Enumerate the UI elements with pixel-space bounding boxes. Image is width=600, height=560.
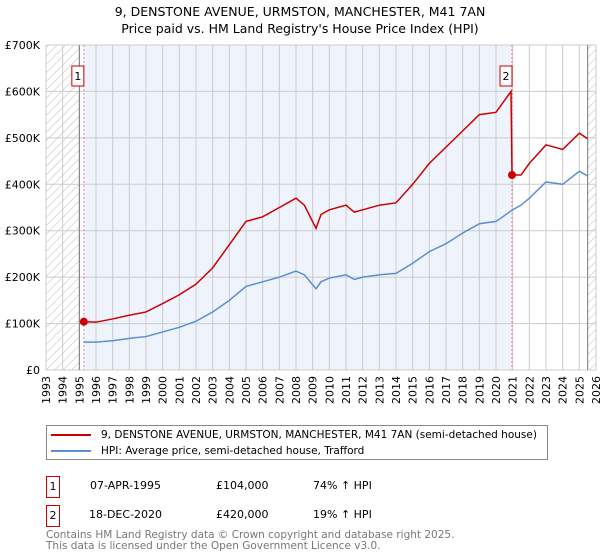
sale-point — [508, 171, 516, 179]
chart-subtitle: Price paid vs. HM Land Registry's House … — [121, 21, 479, 36]
x-tick-label: 2010 — [323, 376, 336, 404]
x-tick-label: 2026 — [590, 376, 600, 404]
y-tick-label: £100K — [5, 318, 41, 331]
chart-title: 9, DENSTONE AVENUE, URMSTON, MANCHESTER,… — [114, 4, 486, 19]
y-tick-label: £0 — [26, 364, 40, 377]
sale-price: £420,000 — [216, 508, 269, 521]
x-tick-label: 2002 — [190, 376, 203, 404]
legend: 9, DENSTONE AVENUE, URMSTON, MANCHESTER,… — [46, 425, 548, 460]
legend-label: 9, DENSTONE AVENUE, URMSTON, MANCHESTER,… — [101, 429, 537, 441]
x-tick-label: 2011 — [340, 376, 353, 404]
x-tick-label: 2005 — [240, 376, 253, 404]
x-tick-label: 2025 — [573, 376, 586, 404]
footer: Contains HM Land Registry data © Crown c… — [46, 530, 454, 552]
x-tick-label: 2009 — [307, 376, 320, 404]
x-tick-label: 1997 — [107, 376, 120, 404]
x-tick-label: 2019 — [473, 376, 486, 404]
annotation-label: 1 — [74, 70, 81, 83]
x-tick-label: 2017 — [440, 376, 453, 404]
annotation-box — [71, 65, 85, 87]
x-tick-label: 2000 — [157, 376, 170, 404]
x-tick-label: 2016 — [423, 376, 436, 404]
x-tick-label: 2021 — [507, 376, 520, 404]
x-tick-label: 2001 — [173, 376, 186, 404]
sale-point — [79, 317, 88, 326]
sale-price: £104,000 — [216, 479, 269, 492]
y-tick-label: £300K — [5, 225, 41, 238]
legend-item-property: 9, DENSTONE AVENUE, URMSTON, MANCHESTER,… — [51, 427, 537, 443]
sale-row: 2 18-DEC-2020 £420,000 19% ↑ HPI — [46, 505, 546, 527]
footer-line: Contains HM Land Registry data © Crown c… — [46, 529, 455, 541]
sale-row: 1 07-APR-1995 £104,000 74% ↑ HPI — [46, 476, 546, 498]
x-tick-label: 1994 — [57, 376, 70, 404]
sale-badge: 2 — [46, 505, 60, 527]
price-chart: 1993 1994 1995 1996 1997 1998 1999 2000 2001 2002… — [5, 39, 600, 404]
legend-swatch-red — [51, 434, 91, 436]
x-tick-label: 2022 — [523, 376, 536, 404]
x-tick-label: 1996 — [90, 376, 103, 404]
x-tick-label: 2023 — [540, 376, 553, 404]
x-tick-label: 2020 — [490, 376, 503, 404]
legend-label: HPI: Average price, semi-detached house,… — [101, 445, 365, 457]
x-tick-label: 1998 — [123, 376, 136, 404]
hatched-region-after — [587, 45, 596, 370]
annotation-box — [499, 65, 513, 87]
y-tick-label: £600K — [5, 85, 41, 98]
x-tick-label: 2013 — [373, 376, 386, 404]
x-tick-label: 2006 — [257, 376, 270, 404]
hpi-line — [83, 170, 589, 343]
sale-hpi: 19% ↑ HPI — [313, 508, 372, 521]
x-tick-label: 2003 — [207, 376, 220, 404]
footer-line: This data is licensed under the Open Gov… — [46, 540, 381, 552]
x-tick-label: 2024 — [557, 376, 570, 404]
ownership-shade — [83, 45, 512, 370]
x-tick-label: 2018 — [457, 376, 470, 404]
y-tick-label: £200K — [5, 271, 41, 284]
sale-date: 18-DEC-2020 — [89, 508, 163, 521]
x-tick-label: 2014 — [390, 376, 403, 404]
x-tick-label: 2008 — [290, 376, 303, 404]
sale-hpi: 74% ↑ HPI — [313, 479, 372, 492]
legend-swatch-blue — [51, 450, 91, 452]
sale-date: 07-APR-1995 — [90, 479, 162, 492]
annotation-label: 2 — [503, 70, 510, 83]
y-tick-label: £700K — [5, 39, 41, 52]
x-tick-label: 1999 — [140, 376, 153, 404]
x-tick-label: 2012 — [357, 376, 370, 404]
x-tick-label: 2015 — [407, 376, 420, 404]
y-tick-label: £400K — [5, 178, 41, 191]
x-tick-label: 1995 — [73, 376, 86, 404]
x-tick-label: 2004 — [223, 376, 236, 404]
y-tick-label: £500K — [5, 132, 41, 145]
sale-badge: 1 — [46, 476, 60, 498]
x-tick-label: 2007 — [273, 376, 286, 404]
legend-item-hpi: HPI: Average price, semi-detached house,… — [51, 443, 364, 459]
x-tick-label: 1993 — [40, 376, 53, 404]
